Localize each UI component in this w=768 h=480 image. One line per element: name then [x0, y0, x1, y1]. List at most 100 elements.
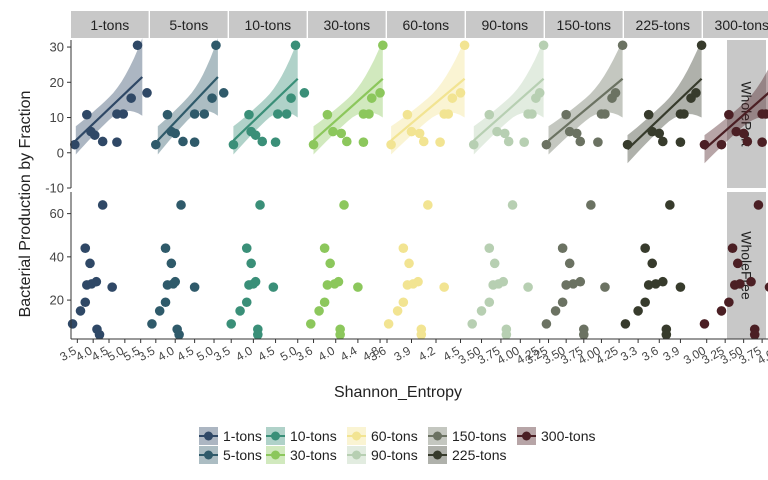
data-point — [761, 109, 768, 119]
facet-strip-label: 5-tons — [169, 17, 208, 33]
data-point — [228, 139, 239, 150]
x-tick-label: 4.0 — [155, 343, 177, 364]
data-point — [447, 93, 458, 103]
data-point — [383, 319, 394, 329]
fit-line — [473, 77, 545, 142]
data-point — [85, 258, 95, 269]
data-point — [328, 126, 338, 137]
legend-item-300-tons: 300-tons — [517, 427, 595, 445]
data-point — [658, 136, 668, 147]
legend-label: 30-tons — [290, 447, 337, 463]
facet-strip-label: 90-tons — [481, 17, 528, 33]
data-point — [571, 128, 582, 139]
data-point — [250, 130, 261, 140]
data-point — [742, 136, 753, 147]
data-point — [189, 137, 200, 147]
data-point — [255, 200, 265, 210]
fit-line — [390, 77, 466, 142]
legend-item-30-tons: 30-tons — [266, 446, 337, 464]
data-point — [235, 306, 245, 316]
data-point — [527, 109, 537, 119]
panel-150-tons-WholePart — [541, 40, 628, 155]
data-point — [498, 276, 509, 287]
panel-225-tons-WholeFree — [620, 200, 686, 340]
data-point — [575, 276, 586, 287]
panel-10-tons-WholePart — [228, 40, 310, 155]
data-point — [335, 329, 345, 340]
data-point — [162, 109, 173, 120]
data-point — [643, 280, 654, 290]
data-point — [519, 137, 529, 147]
data-point — [241, 297, 252, 308]
data-point — [336, 128, 347, 139]
data-point — [97, 200, 108, 210]
data-point — [654, 128, 665, 139]
confidence-ribbon — [704, 69, 768, 164]
legend-label: 60-tons — [371, 428, 418, 444]
fit-line — [312, 77, 384, 142]
legend-label: 1-tons — [223, 428, 262, 444]
data-point — [724, 109, 734, 120]
facet-strip-225-tons — [624, 11, 702, 38]
data-point — [398, 243, 409, 254]
panel-10-tons-WholeFree — [226, 200, 279, 340]
legend-key-point — [433, 431, 442, 441]
data-point — [757, 137, 767, 147]
data-point — [764, 282, 768, 292]
data-point — [459, 40, 470, 51]
data-point — [353, 282, 363, 292]
data-point — [89, 130, 100, 140]
data-point — [647, 258, 658, 269]
data-point — [80, 243, 91, 254]
data-point — [82, 109, 92, 120]
data-point — [617, 40, 628, 51]
data-point — [358, 137, 369, 147]
data-point — [290, 40, 301, 51]
data-point — [620, 319, 631, 329]
panel-30-tons-WholeFree — [305, 200, 363, 340]
x-tick-label: 4.2 — [416, 343, 438, 364]
data-point — [333, 276, 344, 287]
data-point — [746, 276, 756, 287]
data-point — [658, 276, 668, 287]
data-point — [147, 319, 157, 329]
data-point — [364, 109, 374, 119]
y-tick-label: 60 — [50, 206, 64, 221]
x-tick-label: 4.5 — [175, 343, 197, 364]
panel-225-tons-WholePart — [622, 40, 707, 164]
data-point — [489, 258, 500, 269]
facet-strip-90-tons — [466, 11, 544, 38]
x-tick-label: 4.5 — [256, 343, 278, 364]
facet-strip-300-tons — [703, 11, 768, 38]
y-tick-label: 40 — [50, 249, 64, 264]
legend-key-point — [352, 431, 361, 441]
legend-label: 90-tons — [371, 447, 418, 463]
panel-300-tons-WholeFree — [699, 200, 768, 340]
data-point — [160, 243, 171, 254]
legend-item-225-tons: 225-tons — [428, 446, 506, 464]
data-point — [241, 243, 252, 254]
data-point — [557, 243, 568, 254]
data-point — [738, 128, 749, 139]
x-tick-label: 3.3 — [618, 343, 640, 364]
legend-key-point — [433, 450, 442, 460]
y-axis-label: Bacterial Production by Fraction — [17, 91, 34, 318]
data-point — [665, 200, 675, 210]
data-point — [661, 329, 672, 340]
data-point — [600, 109, 610, 119]
facet-panels — [67, 38, 768, 340]
x-tick-label: 3.6 — [639, 343, 661, 364]
legend-key-point — [352, 450, 361, 460]
data-point — [199, 109, 210, 119]
x-tick-label: 4.4 — [338, 343, 360, 364]
data-point — [305, 319, 316, 329]
legend-label: 225-tons — [452, 447, 506, 463]
data-point — [503, 136, 514, 147]
panel-90-tons-WholeFree — [467, 200, 533, 340]
facet-strip-30-tons — [308, 11, 386, 38]
data-point — [633, 306, 643, 316]
x-tick-label: 3.5 — [211, 343, 233, 364]
facet-strip-label: 225-tons — [636, 17, 690, 33]
data-point — [586, 200, 596, 210]
